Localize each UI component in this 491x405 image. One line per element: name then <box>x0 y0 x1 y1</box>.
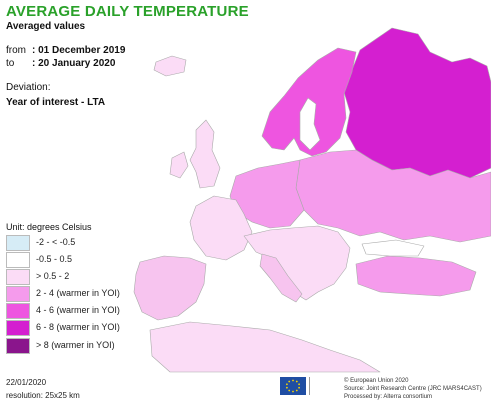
resolution: resolution: 25x25 km <box>6 391 80 400</box>
region-uk <box>189 119 221 189</box>
region-russia <box>343 27 491 179</box>
legend-label: 2 - 4 (warmer in YOI) <box>36 288 120 299</box>
region-italy <box>259 253 303 303</box>
legend-swatch <box>6 337 30 354</box>
from-label: from <box>6 45 26 56</box>
region-east <box>295 149 491 243</box>
legend-label: 6 - 8 (warmer in YOI) <box>36 322 120 333</box>
from-value: : 01 December 2019 <box>32 45 126 56</box>
legend-label: > 8 (warmer in YOI) <box>36 339 115 350</box>
region-ireland <box>169 151 189 179</box>
legend-swatch <box>6 235 30 251</box>
jrc-logo-icon <box>309 377 324 395</box>
legend-unit: Unit: degrees Celsius <box>6 222 92 232</box>
legend-swatch <box>6 303 30 320</box>
credit-processed: Processed by: Alterra consortium <box>344 394 433 400</box>
legend-swatch <box>6 286 30 303</box>
credits: © European Union 2020 Source: Joint Rese… <box>344 377 482 401</box>
map-title: AVERAGE DAILY TEMPERATURE <box>6 3 249 20</box>
region-france <box>189 195 253 261</box>
region-iberia <box>133 255 207 321</box>
legend-label: 4 - 6 (warmer in YOI) <box>36 305 120 316</box>
region-turkey <box>355 255 477 297</box>
region-baltic-sea <box>299 97 321 151</box>
to-value: : 20 January 2020 <box>32 58 116 69</box>
region-iceland <box>153 55 187 77</box>
deviation-label: Deviation: <box>6 82 51 93</box>
map-subtitle: Averaged values <box>6 21 86 32</box>
to-label: to <box>6 58 15 69</box>
legend-swatch <box>6 320 30 337</box>
deviation-value: Year of interest - LTA <box>6 97 106 108</box>
legend-label: > 0.5 - 2 <box>36 271 70 282</box>
eu-flag-icon <box>280 377 306 395</box>
legend-swatch <box>6 269 30 286</box>
credit-copyright: © European Union 2020 <box>344 378 409 384</box>
credit-source: Source: Joint Research Centre (JRC MARS4… <box>344 386 482 392</box>
issue-date: 22/01/2020 <box>6 378 47 387</box>
legend-label: -2 - < -0.5 <box>36 237 76 247</box>
period: from : 01 December 2019 to : 20 January 20… <box>6 44 125 70</box>
legend-label: -0.5 - 0.5 <box>36 254 73 265</box>
legend-swatch <box>6 252 30 269</box>
region-black-sea <box>361 239 425 257</box>
region-north-africa <box>149 321 381 373</box>
